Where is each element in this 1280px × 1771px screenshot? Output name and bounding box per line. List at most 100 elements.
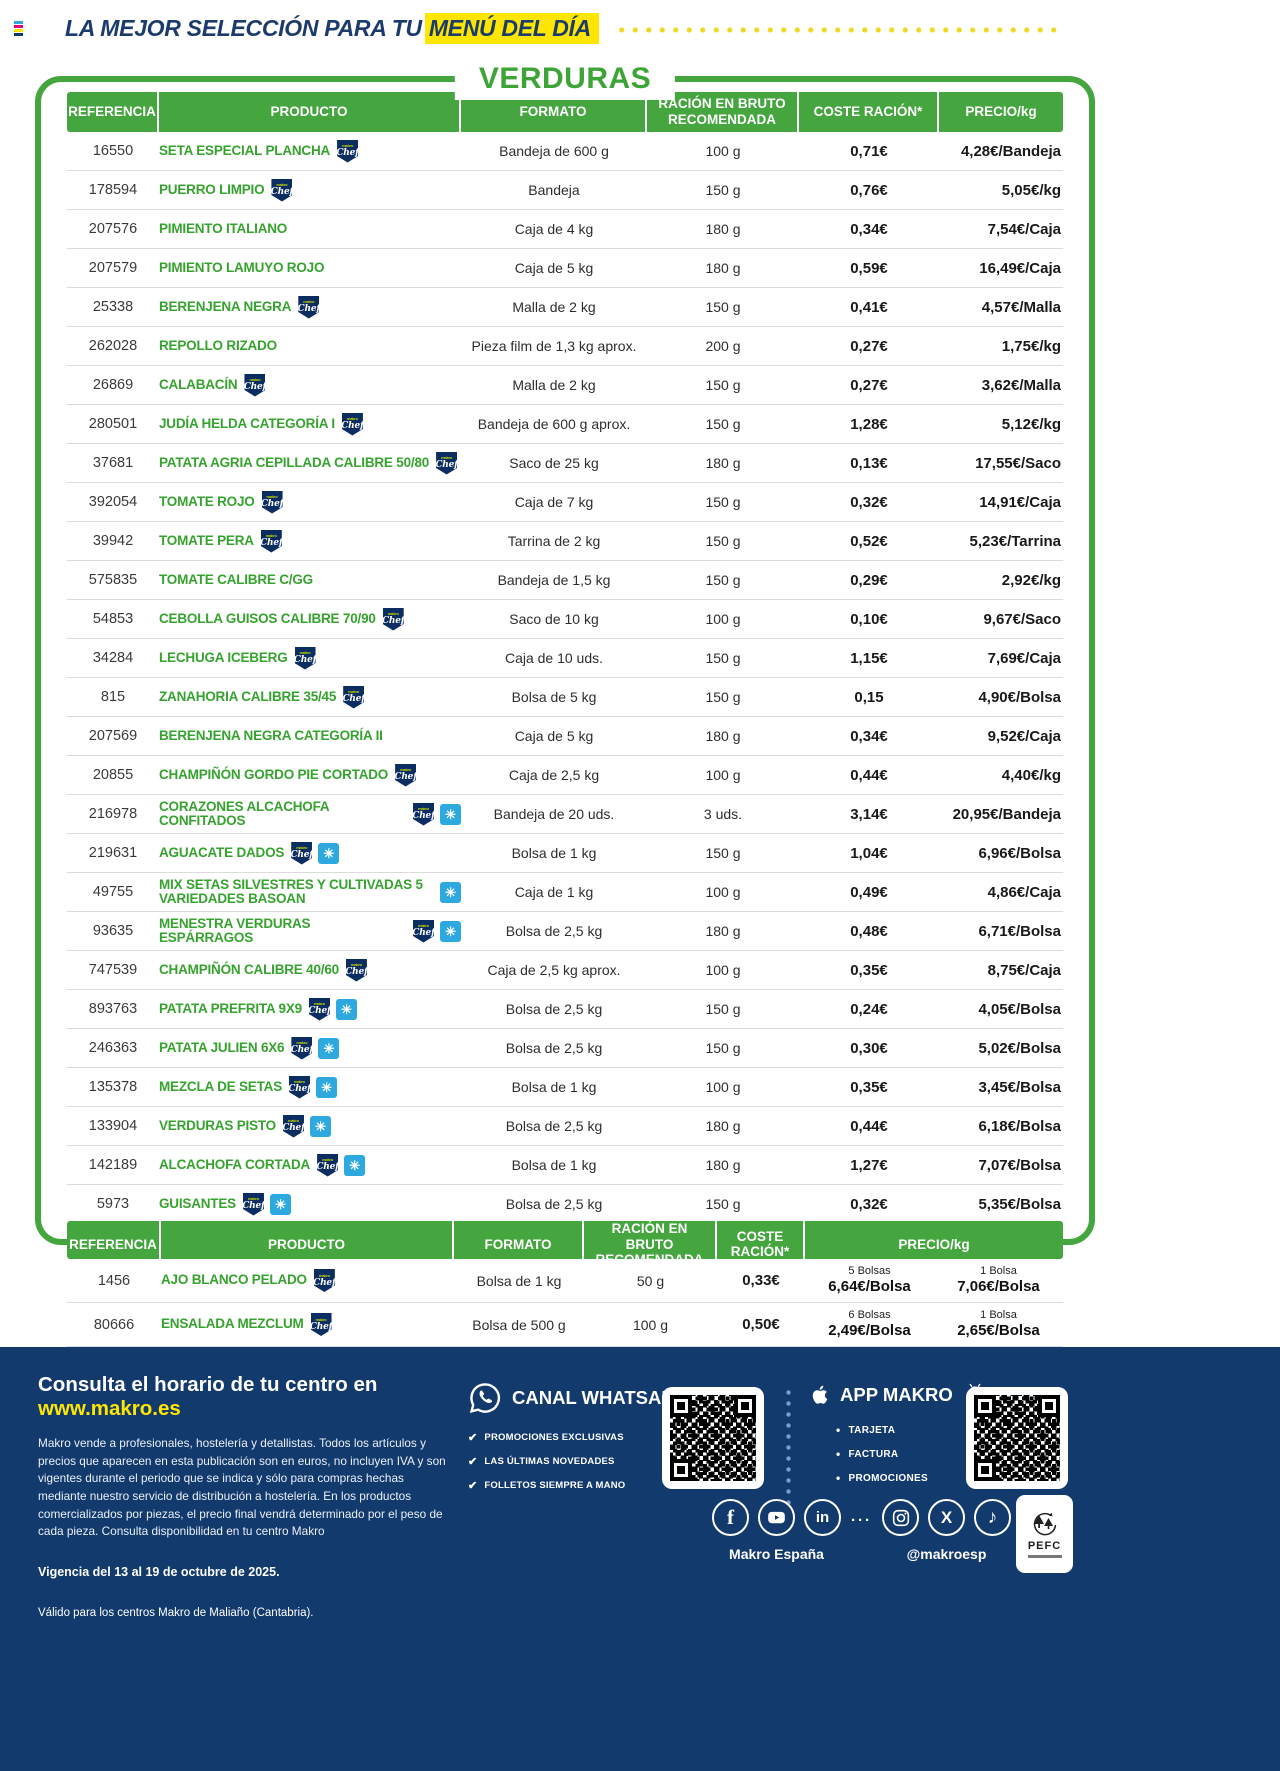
cell-producto: VERDURAS PISTO makro Chef ✳ bbox=[159, 1114, 461, 1138]
col-precio: PRECIO/kg bbox=[965, 104, 1037, 120]
table-row: 135378 MEZCLA DE SETAS makro Chef ✳ Bolsa de … bbox=[67, 1068, 1063, 1107]
cell-producto: AJO BLANCO PELADO makro Chef bbox=[161, 1269, 454, 1292]
cell-producto: LECHUGA ICEBERG makro Chef bbox=[159, 646, 461, 670]
cell-referencia: 25338 bbox=[92, 299, 134, 315]
cell-precio: 5,02€/Bolsa bbox=[978, 1039, 1061, 1057]
col-racion: RACIÓN EN BRUTO RECOMENDADA bbox=[584, 1221, 717, 1268]
cell-precio: 17,55€/Saco bbox=[975, 454, 1061, 472]
x-twitter-icon[interactable]: X bbox=[928, 1499, 965, 1536]
cell-racion: 150 g bbox=[705, 494, 741, 510]
cell-formato: Malla de 2 kg bbox=[512, 377, 596, 393]
makro-website-link[interactable]: www.makro.es bbox=[38, 1397, 181, 1420]
product-name: MIX SETAS SILVESTRES Y CULTIVADAS 5 VARI… bbox=[159, 876, 423, 906]
cell-referencia: 49755 bbox=[92, 884, 134, 900]
social-group-makroesp: X ♪ @makroesp bbox=[882, 1499, 1011, 1562]
table-row: 16550 SETA ESPECIAL PLANCHA makro Chef Bande… bbox=[67, 132, 1063, 171]
cell-precio: 14,91€/Caja bbox=[979, 493, 1061, 511]
price-option: 1 Bolsa 2,65€/Bolsa bbox=[934, 1309, 1063, 1340]
cell-formato: Saco de 25 kg bbox=[509, 455, 599, 471]
product-name: GUISANTES bbox=[159, 1195, 236, 1211]
makro-chef-badge: makro Chef bbox=[294, 646, 316, 670]
whatsapp-icon bbox=[468, 1381, 502, 1415]
product-name: VERDURAS PISTO bbox=[159, 1117, 276, 1133]
cell-precio: 9,67€/Saco bbox=[983, 610, 1061, 628]
cell-referencia: 219631 bbox=[88, 845, 138, 861]
pefc-certificate-number bbox=[1027, 1554, 1062, 1558]
cell-coste: 0,24€ bbox=[850, 1000, 888, 1018]
cell-referencia: 142189 bbox=[88, 1157, 138, 1173]
cell-referencia: 34284 bbox=[92, 650, 134, 666]
cell-coste: 0,34€ bbox=[850, 727, 888, 745]
social-links: f in Makro España ··· X ♪ @makroesp bbox=[712, 1499, 1011, 1562]
benefit-label: FACTURA bbox=[848, 1448, 899, 1460]
cell-referencia: 216978 bbox=[88, 806, 138, 822]
cell-referencia: 26869 bbox=[92, 377, 134, 393]
price-value: 2,49€/Bolsa bbox=[828, 1321, 911, 1339]
youtube-icon[interactable] bbox=[758, 1499, 795, 1536]
instagram-icon[interactable] bbox=[882, 1499, 919, 1536]
cell-referencia: 747539 bbox=[88, 962, 138, 978]
whatsapp-block: CANAL WHATSAPP ✔ PROMOCIONES EXCLUSIVAS ✔ L… bbox=[468, 1381, 686, 1492]
product-name: BERENJENA NEGRA bbox=[159, 298, 292, 314]
app-benefit-item: • TARJETA bbox=[836, 1424, 966, 1436]
cell-producto: PUERRO LIMPIO makro Chef bbox=[159, 178, 461, 202]
tiktok-icon[interactable]: ♪ bbox=[974, 1499, 1011, 1536]
bullet-icon: • bbox=[836, 1471, 841, 1485]
table-row: 54853 CEBOLLA GUISOS CALIBRE 70/90 makro Ch… bbox=[67, 600, 1063, 639]
makro-chef-badge: makro Chef bbox=[436, 451, 458, 475]
col-precio: PRECIO/kg bbox=[898, 1236, 970, 1252]
cell-formato: Bolsa de 1 kg bbox=[511, 845, 597, 861]
cell-precio: 2,92€/kg bbox=[1001, 571, 1061, 589]
table-row: 246363 PATATA JULIEN 6X6 makro Chef ✳ Bolsa d… bbox=[67, 1029, 1063, 1068]
cell-precio: 4,57€/Malla bbox=[981, 298, 1061, 316]
product-name: PATATA JULIEN 6X6 bbox=[159, 1039, 285, 1055]
cell-precio: 1,75€/kg bbox=[1001, 337, 1061, 355]
cell-precio: 6,71€/Bolsa bbox=[978, 922, 1061, 940]
check-icon: ✔ bbox=[468, 1480, 478, 1492]
print-marks-icon bbox=[14, 20, 23, 36]
check-icon: ✔ bbox=[468, 1432, 478, 1444]
cell-coste: 0,59€ bbox=[850, 259, 888, 277]
col-referencia: REFERENCIA bbox=[67, 92, 159, 132]
cell-producto: CHAMPIÑÓN GORDO PIE CORTADO makro Chef bbox=[159, 763, 461, 787]
makro-chef-badge: makro Chef bbox=[291, 1036, 313, 1060]
product-name: PUERRO LIMPIO bbox=[159, 181, 265, 197]
product-name: TOMATE PERA bbox=[159, 532, 254, 548]
linkedin-icon[interactable]: in bbox=[804, 1499, 841, 1536]
cell-formato: Bolsa de 1 kg bbox=[511, 1079, 597, 1095]
cell-formato: Saco de 10 kg bbox=[509, 611, 599, 627]
footer-dotted-divider bbox=[786, 1387, 791, 1511]
cell-racion: 100 g bbox=[705, 767, 741, 783]
makro-chef-badge: makro Chef bbox=[343, 685, 365, 709]
cell-referencia: 1456 bbox=[97, 1272, 131, 1289]
cell-referencia: 207576 bbox=[88, 221, 138, 237]
cell-referencia: 207569 bbox=[88, 728, 138, 744]
makro-chef-badge: makro Chef bbox=[345, 958, 367, 982]
cell-racion: 150 g bbox=[705, 182, 741, 198]
cell-precio: 4,86€/Caja bbox=[987, 883, 1061, 901]
frozen-icon: ✳ bbox=[344, 1154, 366, 1176]
cell-racion: 150 g bbox=[705, 572, 741, 588]
table-row: 80666 ENSALADA MEZCLUM makro Chef Bolsa de 5… bbox=[67, 1303, 1063, 1347]
cell-referencia: 16550 bbox=[92, 143, 134, 159]
product-name: CEBOLLA GUISOS CALIBRE 70/90 bbox=[159, 610, 376, 626]
makro-chef-badge: makro Chef bbox=[291, 841, 313, 865]
social-ellipsis: ··· bbox=[851, 1512, 872, 1529]
cell-coste: 0,27€ bbox=[850, 376, 888, 394]
facebook-icon[interactable]: f bbox=[712, 1499, 749, 1536]
table-row: 142189 ALCACHOFA CORTADA makro Chef ✳ Bolsa d… bbox=[67, 1146, 1063, 1185]
price-quantity: 1 Bolsa bbox=[980, 1309, 1017, 1322]
cell-precio: 7,54€/Caja bbox=[987, 220, 1061, 238]
whatsapp-title: CANAL WHATSAPP bbox=[512, 1387, 687, 1408]
app-benefits-list: • TARJETA • FACTURA • PROMOCIONES bbox=[836, 1424, 966, 1484]
validity-centers: Válido para los centros Makro de Maliaño… bbox=[38, 1607, 314, 1620]
product-name: ALCACHOFA CORTADA bbox=[159, 1156, 311, 1172]
cell-racion: 100 g bbox=[705, 884, 741, 900]
cell-formato: Caja de 1 kg bbox=[514, 884, 594, 900]
cell-precio: 7,07€/Bolsa bbox=[978, 1156, 1061, 1174]
product-name: CHAMPIÑÓN GORDO PIE CORTADO bbox=[159, 766, 389, 782]
benefit-label: FOLLETOS SIEMPRE A MANO bbox=[484, 1480, 626, 1491]
app-heading: APP MAKRO bbox=[806, 1381, 983, 1408]
table-row: 133904 VERDURAS PISTO makro Chef ✳ Bolsa de 2… bbox=[67, 1107, 1063, 1146]
